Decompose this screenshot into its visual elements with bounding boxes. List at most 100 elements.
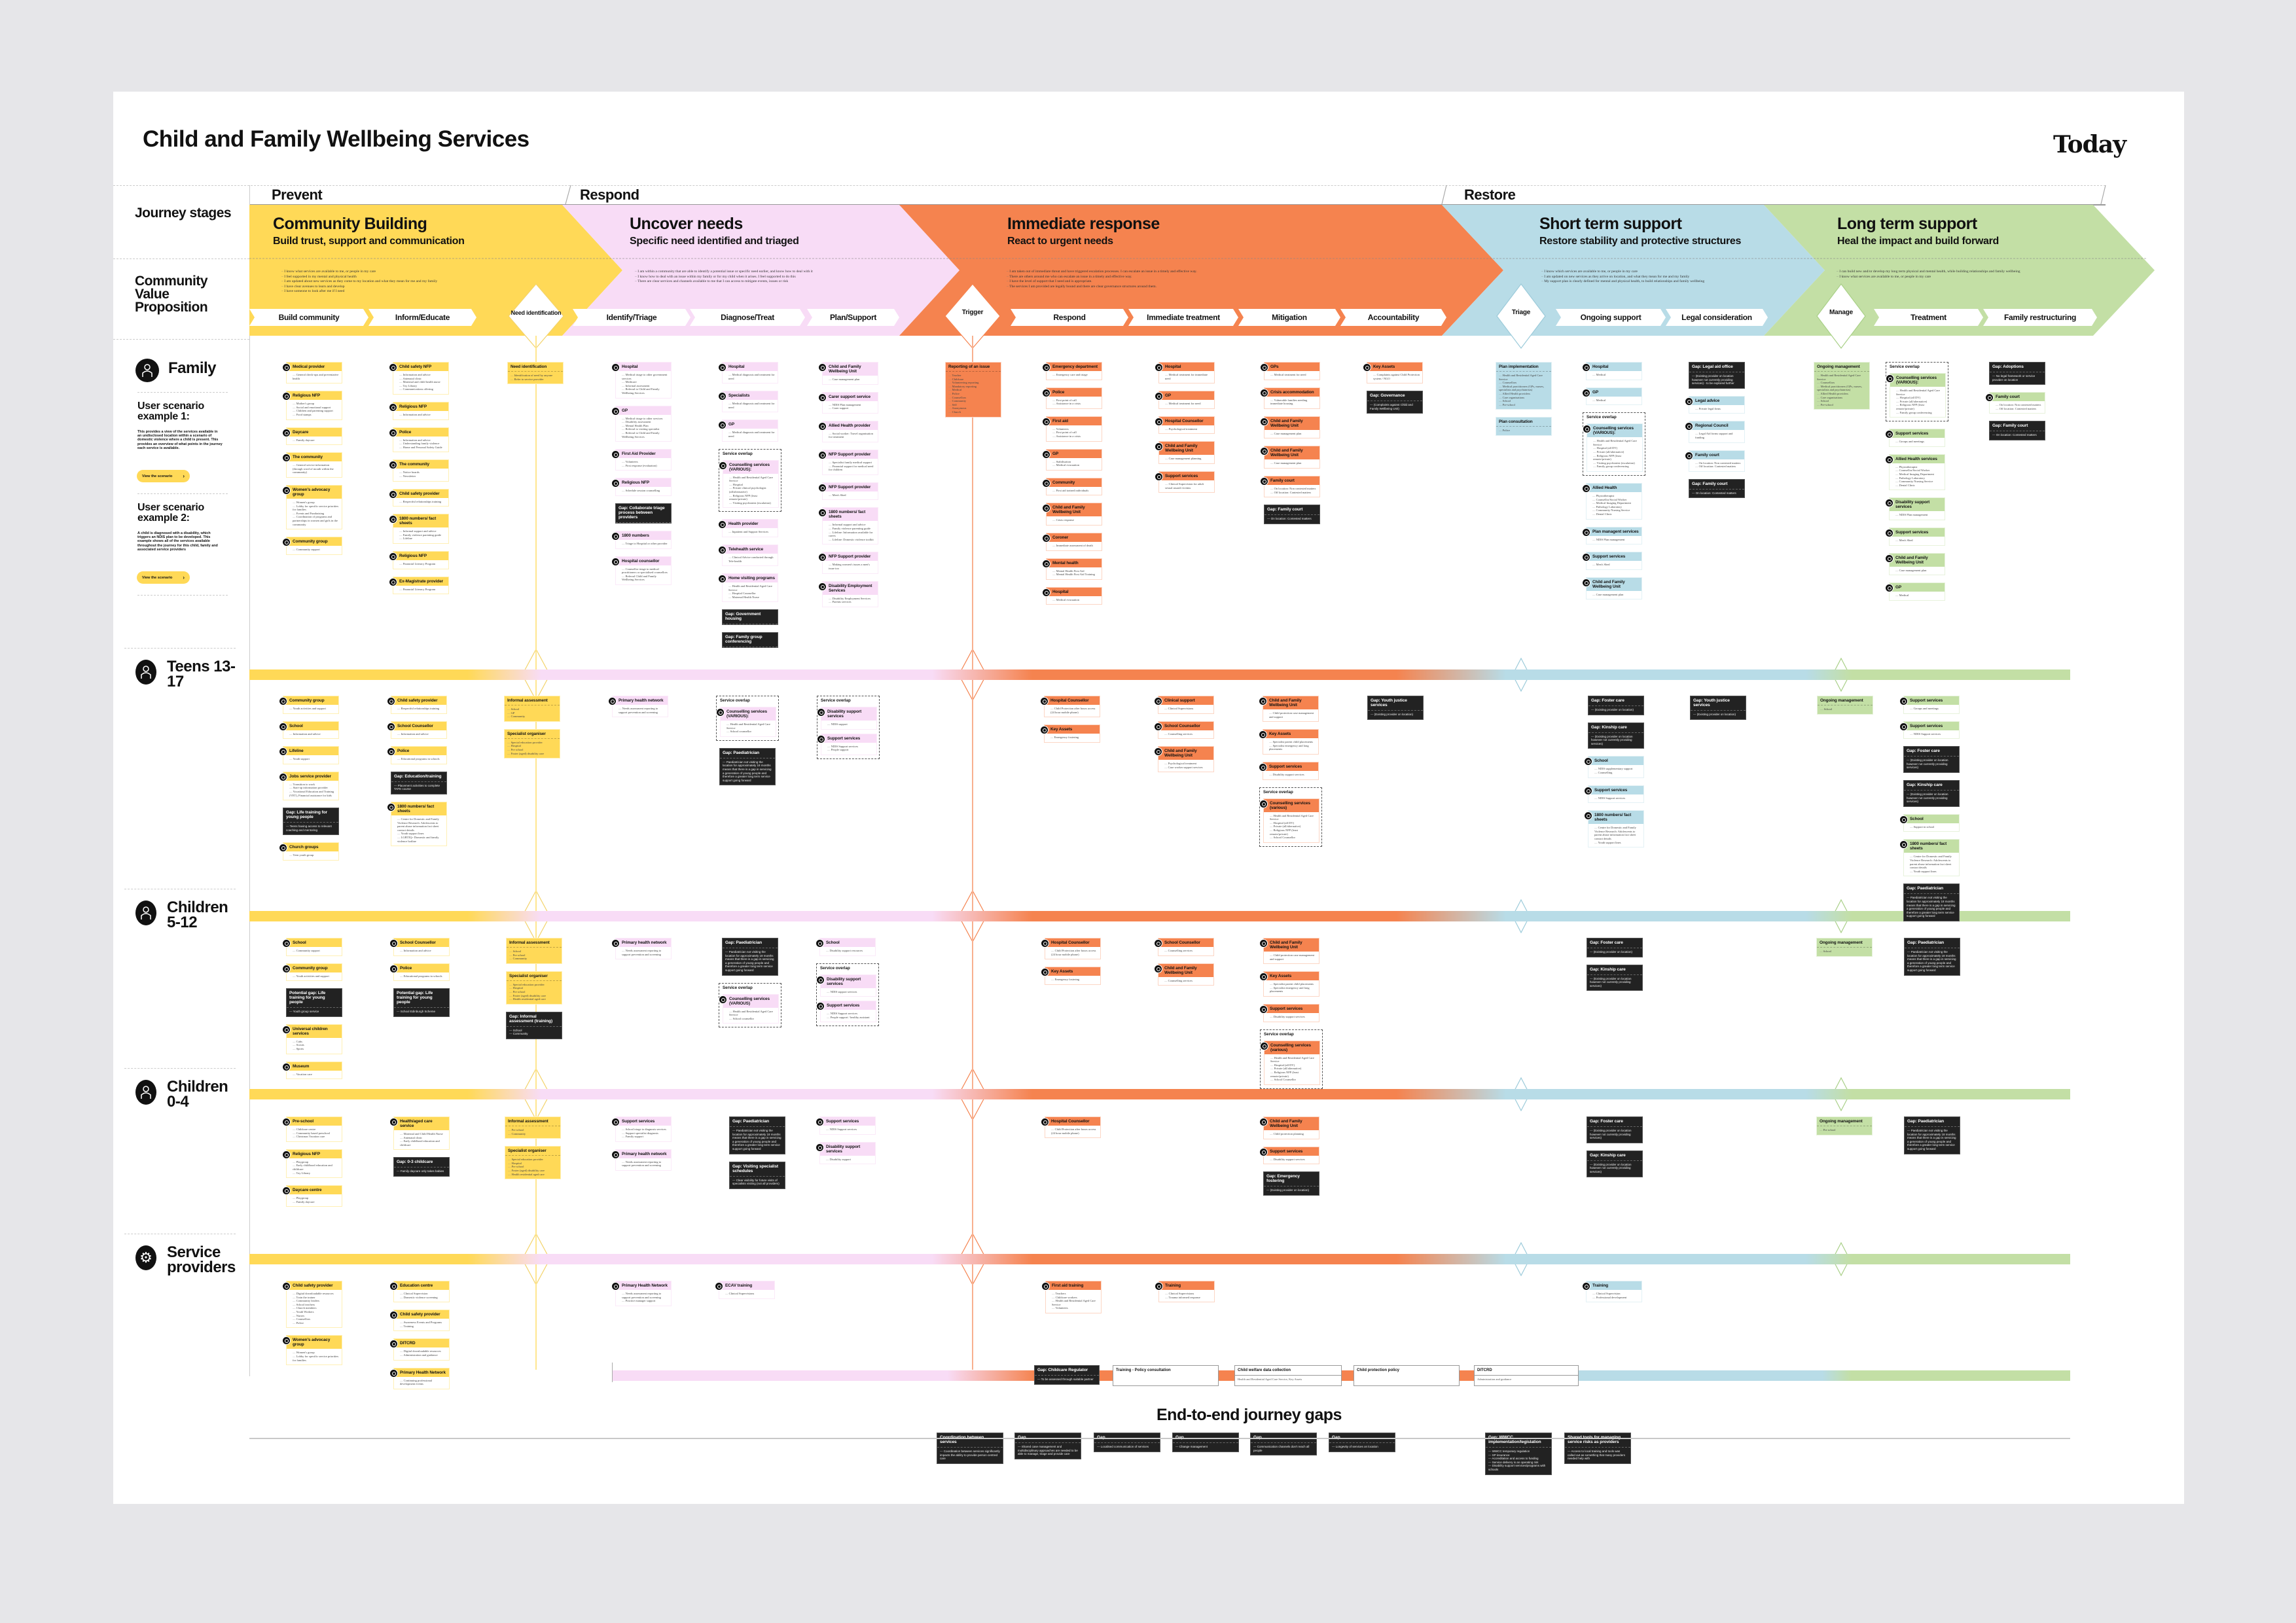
- gap-card-gap-family-group-conferencing[interactable]: Gap: Family group conferencing: [722, 632, 778, 649]
- service-card-plan-consultation[interactable]: Plan consultation Police: [1496, 417, 1552, 436]
- service-card-gp[interactable]: GP Medical: [1582, 387, 1642, 406]
- gap-card-gap-youth-justice-services[interactable]: Gap: Youth justice services (Existing pro…: [1690, 696, 1746, 720]
- view-scenario-button[interactable]: View the scenario ›: [137, 571, 190, 584]
- service-card-the-community[interactable]: The communityGeneral service information…: [282, 452, 342, 478]
- service-card-pre-school[interactable]: Pre-schoolChildcare centreCommunity base…: [282, 1116, 342, 1142]
- service-card-gp[interactable]: GP Medical: [1885, 582, 1945, 601]
- service-card-specialists[interactable]: SpecialistsMedical diagnosis and treatme…: [718, 391, 778, 413]
- service-card-hospital-counsellor[interactable]: Hospital Counsellor Child Protection afte…: [1040, 696, 1100, 718]
- gap-card-gap-government-housing[interactable]: Gap: Government housing: [722, 609, 778, 626]
- service-card-nfp-support-provider[interactable]: NFP Support provider Men's Shed: [818, 482, 878, 501]
- gap-card-gap-foster-care[interactable]: Gap: Foster care (Existing provider on lo…: [1587, 938, 1643, 957]
- service-card-medical-provider[interactable]: Medical provider General check-ups and pr…: [282, 362, 342, 384]
- service-card-disability-support-services[interactable]: Disability support services Disability su…: [816, 1141, 876, 1165]
- service-card-allied-health-provider[interactable]: Allied Health provider Social worker: Tra…: [818, 420, 878, 442]
- service-card-disability-support-services[interactable]: Disability support servicesNDIS Plan man…: [1885, 497, 1945, 520]
- service-card-community-group[interactable]: Community group Youth activities and supp…: [279, 696, 339, 714]
- service-card-hospital-counsellor[interactable]: Hospital Counsellor Child Protection afte…: [1041, 938, 1101, 960]
- service-card-counselling-services-various[interactable]: Counselling services (VARIOUS):Health an…: [1583, 423, 1643, 472]
- service-card-child-safety-provider[interactable]: Child safety provider Respectful relation…: [389, 488, 449, 507]
- step-identify-triage[interactable]: Identify/Triage: [573, 309, 691, 326]
- service-card-need-identification[interactable]: Need identificationIdentification of nee…: [507, 362, 564, 385]
- service-card-counselling-services-various[interactable]: Counselling services (VARIOUS)Health and…: [719, 993, 779, 1024]
- service-card-hospital[interactable]: Hospital Medical: [1582, 362, 1642, 380]
- gap-card-gap-kinship-care[interactable]: Gap: Kinship care (Existing provider on l…: [1588, 722, 1644, 749]
- gap-card-gap-kinship-care[interactable]: Gap: Kinship care (Existing provider on l…: [1587, 1150, 1643, 1177]
- service-card-school-counsellor[interactable]: School Counsellor Counselling services: [1154, 721, 1214, 740]
- gap-card-gap-kinship-care[interactable]: Gap: Kinship care (Existing provider on l…: [1903, 779, 1960, 807]
- service-card-counselling-services-various[interactable]: Counselling services (VARIOUS):Health an…: [716, 707, 776, 737]
- service-card-museum[interactable]: Museum Vacation care: [282, 1061, 342, 1080]
- service-card-support-services[interactable]: Support servicesNDIS Support servicesPeo…: [817, 733, 877, 755]
- service-card-religious-nfp[interactable]: Religious NFPPlaygroupEarly childhood ed…: [282, 1149, 342, 1179]
- gap-card-gap-paediatrician[interactable]: Gap: PaediatricianPaediatrician not visi…: [1904, 938, 1960, 976]
- service-card-child-and-family-wellbeing-unit[interactable]: Child and Family Wellbeing UnitCase mana…: [818, 362, 878, 385]
- service-card-child-safety-nfp[interactable]: Child safety NFPInformation and adviceAn…: [389, 362, 449, 395]
- gap-card-gap-family-court[interactable]: Gap: Family courtOn location: Contested …: [1989, 421, 2045, 440]
- gap-card-potential-gap-life-training-for-young-people[interactable]: Potential gap: Life training for young p…: [393, 988, 450, 1017]
- gap-card-gap-life-training-for-young-people[interactable]: Gap: Life training for young people Teens…: [283, 808, 339, 836]
- service-card-training[interactable]: TrainingClinical SupervisionProfessional…: [1582, 1281, 1642, 1303]
- service-card-specialist-organiser[interactable]: Specialist organiserSpecial education pr…: [505, 1146, 561, 1180]
- service-card-child-and-family-wellbeing-unit[interactable]: Child and Family Wellbeing UnitCase mana…: [1260, 446, 1320, 469]
- gap-card-gap-paediatrician[interactable]: Gap: PaediatricianPaediatrician not visi…: [722, 938, 778, 976]
- service-card-nfp-support-provider[interactable]: NFP Support providerMaking women's issue…: [818, 552, 878, 574]
- gap-card-gap-kinship-care[interactable]: Gap: Kinship care (Existing provider on l…: [1587, 964, 1643, 991]
- service-card-hospital-counsellor[interactable]: Hospital Counsellor Psychological treatme…: [1155, 416, 1215, 435]
- service-card-primary-health-network[interactable]: Primary Health Network Needs assessment r…: [611, 1281, 672, 1306]
- service-card-ongoing-management[interactable]: Ongoing managementHealth and Residential…: [1814, 362, 1870, 410]
- service-card-ongoing-management[interactable]: Ongoing management School: [1816, 938, 1873, 957]
- service-card-gp[interactable]: GP Medical diagnosis and treatment for ne…: [718, 419, 778, 442]
- service-card-ditcrd[interactable]: DITCRDDigital downloadable resourcesAdmi…: [389, 1338, 450, 1361]
- service-card-support-services[interactable]: Support services NDIS Support services: [816, 1116, 876, 1135]
- service-card-first-aid-provider[interactable]: First Aid ProviderVolunteersFirst respon…: [611, 449, 672, 471]
- service-card-plan-managent-services[interactable]: Plan managent services NDIS Plan manageme…: [1582, 526, 1642, 545]
- end-to-end-gap-card[interactable]: Shared tools for managing service risks …: [1564, 1433, 1631, 1464]
- gap-card-gap-informal-assessment-training[interactable]: Gap: Informal assessment (training)Schoo…: [506, 1011, 562, 1039]
- gap-card-gap-paediatrician[interactable]: Gap: PaediatricianPaediatrician not visi…: [1903, 883, 1960, 921]
- service-card-school[interactable]: School Disability support resources: [816, 938, 876, 956]
- service-card-allied-health-services[interactable]: Allied Health servicesPhysiotherapistCou…: [1885, 454, 1945, 491]
- service-card-child-and-family-wellbeing-unit[interactable]: Child and Family Wellbeing UnitCase mana…: [1582, 577, 1642, 600]
- policy-card-child-welfare-data-collection[interactable]: Child welfare data collection Health and …: [1234, 1365, 1342, 1386]
- gap-card-gap-paediatrician[interactable]: Gap: PaediatricianPaediatrician not visi…: [1904, 1116, 1960, 1154]
- service-card-school-counsellor[interactable]: School Counsellor Information and advice: [387, 721, 447, 740]
- step-accountability[interactable]: Accountability: [1340, 309, 1446, 326]
- service-card-gp[interactable]: GPMedical triage to other servicesDisabi…: [611, 405, 672, 442]
- service-card-ongoing-management[interactable]: Ongoing management School: [1817, 696, 1873, 715]
- step-treatment[interactable]: Treatment: [1874, 309, 1983, 326]
- service-card-counselling-services-various[interactable]: Counselling services (VARIOUS):Health an…: [1886, 373, 1946, 418]
- service-card-informal-assessment[interactable]: Informal assessmentPre schoolCommunity: [505, 1116, 561, 1139]
- gap-card-gap-0-3-childcare[interactable]: Gap: 0-3 childcareFamily daycare only ta…: [393, 1157, 450, 1177]
- end-to-end-gap-card[interactable]: GapLongevity of services on location: [1329, 1433, 1395, 1452]
- service-card-carer-support-service[interactable]: Carer support serviceNDIS Plan managemen…: [818, 391, 878, 414]
- service-card-telehealth-service[interactable]: Telehealth service Clinical Advice conduc…: [718, 544, 778, 567]
- service-card-hospital[interactable]: Hospital Medical triage to other governme…: [611, 362, 672, 399]
- service-card-1800-numbers-fact-sheets[interactable]: 1800 numbers/ fact sheetsInformal suppor…: [818, 507, 878, 545]
- service-card-school-counsellor[interactable]: School Counsellor Information and advice: [389, 938, 450, 956]
- service-card-daycare[interactable]: DaycareFamily daycare: [282, 427, 342, 446]
- service-card-support-services[interactable]: Support servicesSchool triage to diagnos…: [611, 1116, 672, 1142]
- service-card-child-and-family-wellbeing-unit[interactable]: Child and Family Wellbeing UnitCase mana…: [1155, 441, 1215, 464]
- service-card-police[interactable]: Police Educational programs in schools: [389, 963, 450, 982]
- service-card-child-safety-provider[interactable]: Child safety providerDigital downloadabl…: [282, 1281, 342, 1329]
- service-card-support-services[interactable]: Support services Groups and meetings: [1885, 429, 1945, 447]
- service-card-family-court[interactable]: Family courtOn location: Non contested m…: [1985, 392, 2045, 414]
- service-card-crisis-accommodation[interactable]: Crisis accommodation Vulnerable families …: [1260, 387, 1320, 409]
- service-card-religious-nfp[interactable]: Religious NFP Financial Literacy Program: [389, 550, 449, 569]
- service-card-nfp-support-provider[interactable]: NFP Support providerSpecialist family me…: [818, 449, 878, 475]
- end-to-end-gap-card[interactable]: GapCommunication channels don't reach al…: [1250, 1433, 1317, 1456]
- gap-card-gap-governance[interactable]: Gap: Governance(Complaints against Child…: [1367, 391, 1423, 414]
- service-card-disability-employment-services[interactable]: Disability Employment ServicesDisability…: [818, 580, 878, 607]
- service-card-child-safety-provider[interactable]: Child safety providerAwareness Events an…: [389, 1310, 450, 1332]
- service-card-lifeline[interactable]: LifelineYouth support: [279, 746, 339, 764]
- service-card-child-safety-provider[interactable]: Child safety provider Respectful relation…: [387, 696, 447, 714]
- service-card-jobs-service-provider[interactable]: Jobs service providerTransition to workS…: [279, 771, 339, 801]
- service-card-gp[interactable]: GPStabilisationMedical evacuation: [1042, 448, 1102, 471]
- service-card-church-groups[interactable]: Church groupsTeen youth group: [279, 842, 339, 861]
- gap-card-gap-education-training[interactable]: Gap: Education/training Placement activit…: [391, 771, 447, 794]
- service-card-clinical-support[interactable]: Clinical support Clinical Supervisions: [1154, 696, 1214, 714]
- service-card-training[interactable]: TrainingClinical SupervisionsTrauma info…: [1155, 1281, 1215, 1303]
- gap-card-potential-gap-life-training-for-young-people[interactable]: Potential gap: Life training for young p…: [286, 988, 342, 1017]
- service-card-school[interactable]: School Community support: [282, 938, 342, 956]
